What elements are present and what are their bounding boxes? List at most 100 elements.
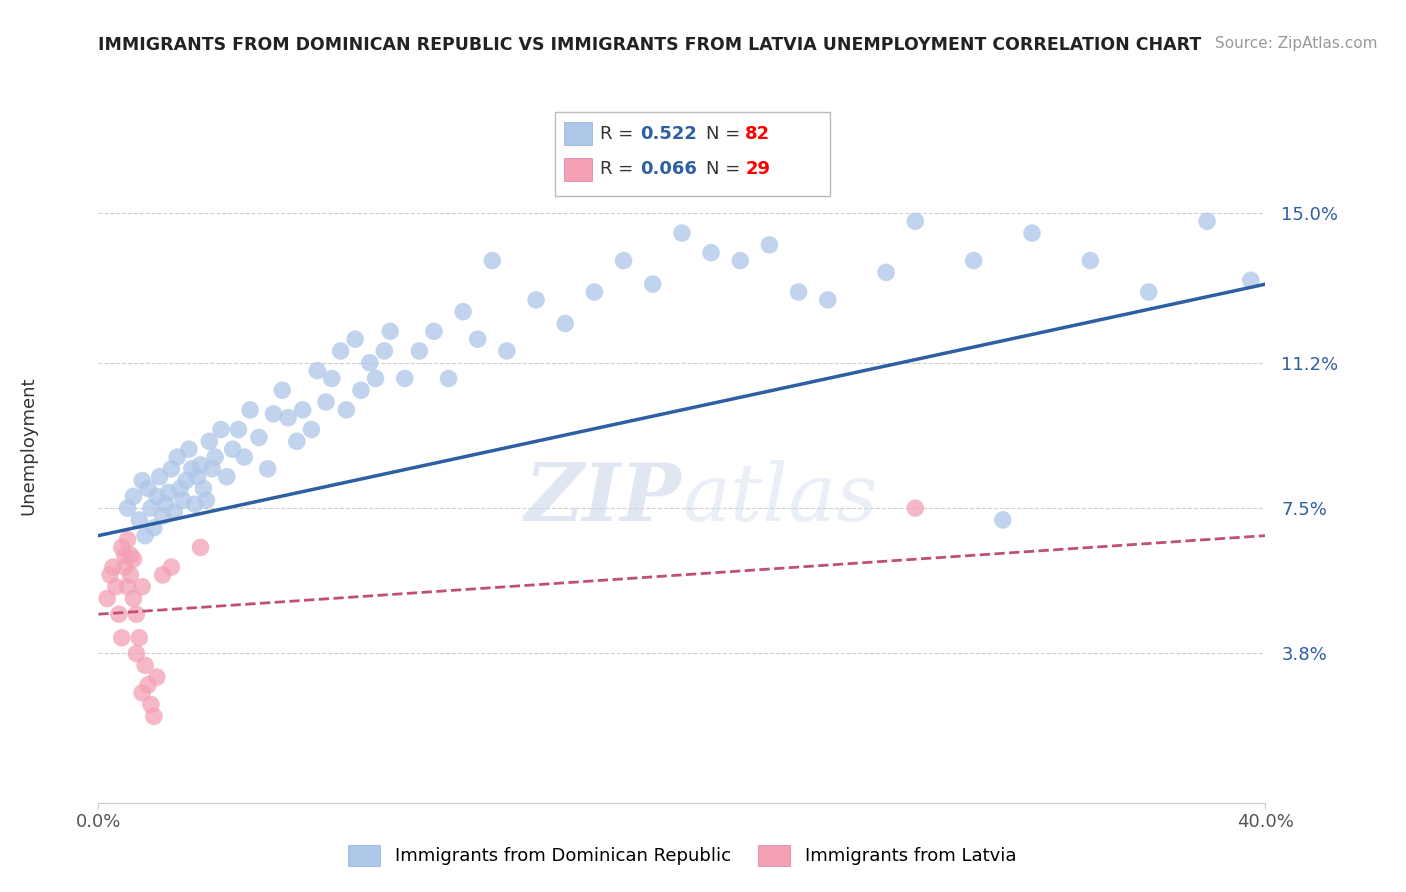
Point <box>1080 253 1102 268</box>
Point <box>142 709 165 723</box>
Point <box>335 403 357 417</box>
Point <box>125 647 148 661</box>
Point <box>152 508 174 523</box>
Point <box>787 285 810 299</box>
Point <box>467 332 489 346</box>
Point <box>108 607 131 622</box>
Text: atlas: atlas <box>682 460 877 538</box>
Point <box>700 245 723 260</box>
Point <box>671 226 693 240</box>
Text: Unemployment: Unemployment <box>20 376 37 516</box>
Point <box>321 371 343 385</box>
Point <box>233 450 256 464</box>
Point <box>98 568 121 582</box>
Point <box>198 434 221 449</box>
Text: ZIP: ZIP <box>524 460 682 538</box>
Text: N =: N = <box>706 125 745 143</box>
Point <box>373 343 395 358</box>
Point <box>315 395 337 409</box>
Point <box>962 253 984 268</box>
Point <box>204 450 226 464</box>
Point <box>104 580 127 594</box>
Point <box>152 568 174 582</box>
Point <box>1195 214 1218 228</box>
Point <box>307 363 329 377</box>
Point <box>817 293 839 307</box>
Point <box>239 403 262 417</box>
Point <box>215 469 238 483</box>
Point <box>195 493 218 508</box>
Point <box>481 253 503 268</box>
Point <box>136 678 159 692</box>
Point <box>114 548 136 563</box>
Point <box>146 489 169 503</box>
Point <box>350 384 373 398</box>
Point <box>256 462 278 476</box>
Point <box>160 462 183 476</box>
Point <box>160 560 183 574</box>
Point <box>378 324 402 338</box>
Point <box>209 423 232 437</box>
Point <box>437 371 460 385</box>
Text: R =: R = <box>600 125 640 143</box>
Point <box>271 384 294 398</box>
Point <box>299 423 322 437</box>
Point <box>136 482 159 496</box>
Text: 0.066: 0.066 <box>640 161 696 178</box>
Point <box>201 462 224 476</box>
Point <box>169 482 191 496</box>
Point <box>904 214 927 228</box>
Point <box>172 493 194 508</box>
Point <box>122 591 145 606</box>
Point <box>1021 226 1043 240</box>
Point <box>114 560 136 574</box>
Point <box>247 430 270 444</box>
Point <box>1240 273 1263 287</box>
Point <box>128 513 150 527</box>
Point <box>101 560 124 574</box>
Point <box>221 442 243 457</box>
Point <box>111 631 134 645</box>
Point <box>122 489 145 503</box>
Point <box>728 253 751 268</box>
Point <box>423 324 446 338</box>
Point <box>277 410 299 425</box>
Text: 82: 82 <box>745 125 770 143</box>
Text: R =: R = <box>600 161 640 178</box>
Point <box>329 343 352 358</box>
Point <box>166 450 188 464</box>
Point <box>285 434 308 449</box>
Point <box>190 541 212 555</box>
Point <box>991 513 1014 527</box>
Point <box>134 528 156 542</box>
Point <box>408 343 430 358</box>
Point <box>96 591 118 606</box>
Point <box>228 423 250 437</box>
Point <box>157 485 180 500</box>
Point <box>364 371 387 385</box>
Text: IMMIGRANTS FROM DOMINICAN REPUBLIC VS IMMIGRANTS FROM LATVIA UNEMPLOYMENT CORREL: IMMIGRANTS FROM DOMINICAN REPUBLIC VS IM… <box>98 36 1202 54</box>
Point <box>155 497 177 511</box>
Point <box>193 482 215 496</box>
Point <box>187 469 209 483</box>
Point <box>875 265 897 279</box>
Point <box>177 442 200 457</box>
Point <box>120 548 142 563</box>
Point <box>131 474 153 488</box>
Point <box>359 356 381 370</box>
Point <box>117 580 139 594</box>
Point <box>554 317 576 331</box>
Point <box>139 501 162 516</box>
Point <box>131 686 153 700</box>
Point <box>262 407 284 421</box>
Point <box>111 541 134 555</box>
Point <box>612 253 634 268</box>
Point <box>149 469 172 483</box>
Point <box>495 343 517 358</box>
Point <box>758 238 780 252</box>
Point <box>163 505 186 519</box>
Point <box>451 304 474 318</box>
Point <box>524 293 547 307</box>
Point <box>122 552 145 566</box>
Text: 0.522: 0.522 <box>640 125 696 143</box>
